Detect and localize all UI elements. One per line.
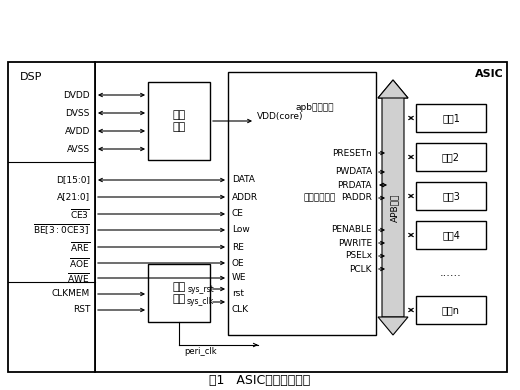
Text: ADDR: ADDR bbox=[232, 193, 258, 202]
Text: PWRITE: PWRITE bbox=[338, 239, 372, 248]
Text: CLK: CLK bbox=[232, 305, 249, 314]
FancyArrow shape bbox=[378, 317, 408, 335]
Text: $\overline{\mathrm{AWE}}$: $\overline{\mathrm{AWE}}$ bbox=[67, 271, 90, 285]
Bar bbox=[148, 264, 210, 322]
Text: WE: WE bbox=[232, 273, 246, 282]
Text: OE: OE bbox=[232, 259, 244, 268]
Bar bbox=[95, 62, 507, 372]
Text: A[21:0]: A[21:0] bbox=[57, 193, 90, 202]
FancyArrow shape bbox=[378, 80, 408, 98]
Bar bbox=[416, 104, 486, 132]
Text: $\overline{\mathrm{CE3}}$: $\overline{\mathrm{CE3}}$ bbox=[70, 207, 90, 221]
Text: DSP: DSP bbox=[20, 72, 42, 82]
Text: PCLK: PCLK bbox=[349, 264, 372, 273]
Text: 外诫n: 外诫n bbox=[442, 305, 460, 315]
Text: apb标准接口: apb标准接口 bbox=[295, 103, 333, 112]
Bar bbox=[228, 72, 376, 335]
Text: 图1   ASIC设计原理框图: 图1 ASIC设计原理框图 bbox=[210, 374, 310, 386]
Text: DVSS: DVSS bbox=[66, 108, 90, 117]
Bar bbox=[416, 143, 486, 171]
FancyArrow shape bbox=[378, 80, 408, 317]
Text: RE: RE bbox=[232, 243, 244, 252]
Text: $\overline{\mathrm{BE[3:0CE3]}}$: $\overline{\mathrm{BE[3:0CE3]}}$ bbox=[33, 223, 90, 238]
Text: sys_clk: sys_clk bbox=[187, 298, 214, 307]
Text: APB总线: APB总线 bbox=[391, 194, 399, 222]
Text: 转接桥控制器: 转接桥控制器 bbox=[304, 194, 336, 203]
Bar bbox=[148, 82, 210, 160]
Text: sys_rst: sys_rst bbox=[187, 284, 214, 294]
Text: CE: CE bbox=[232, 209, 244, 218]
Text: ......: ...... bbox=[440, 268, 462, 278]
Text: $\overline{\mathrm{AOE}}$: $\overline{\mathrm{AOE}}$ bbox=[69, 256, 90, 270]
Text: 供电
模块: 供电 模块 bbox=[172, 110, 186, 132]
Text: 外设4: 外设4 bbox=[442, 230, 460, 240]
Text: 外设1: 外设1 bbox=[442, 113, 460, 123]
Text: AVSS: AVSS bbox=[67, 145, 90, 154]
Bar bbox=[416, 296, 486, 324]
Text: ASIC: ASIC bbox=[475, 69, 503, 79]
Text: rst: rst bbox=[232, 289, 244, 298]
Text: 时钟
复位: 时钟 复位 bbox=[172, 282, 186, 304]
Text: 外设2: 外设2 bbox=[442, 152, 460, 162]
Text: PADDR: PADDR bbox=[341, 193, 372, 202]
Text: Low: Low bbox=[232, 225, 250, 234]
Text: peri_clk: peri_clk bbox=[184, 347, 217, 356]
Text: PENABLE: PENABLE bbox=[331, 225, 372, 234]
Bar bbox=[416, 221, 486, 249]
Text: PWDATA: PWDATA bbox=[335, 167, 372, 177]
Text: PSELx: PSELx bbox=[345, 252, 372, 261]
Text: DVDD: DVDD bbox=[63, 90, 90, 99]
Text: PRDATA: PRDATA bbox=[337, 181, 372, 190]
Bar bbox=[416, 182, 486, 210]
Text: DATA: DATA bbox=[232, 176, 255, 184]
Text: $\overline{\mathrm{ARE}}$: $\overline{\mathrm{ARE}}$ bbox=[70, 240, 90, 254]
Text: 外设3: 外设3 bbox=[442, 191, 460, 201]
Text: CLKMEM: CLKMEM bbox=[52, 289, 90, 298]
Text: PRESETn: PRESETn bbox=[332, 149, 372, 158]
Text: RST: RST bbox=[73, 305, 90, 314]
Text: VDD(core): VDD(core) bbox=[257, 112, 304, 122]
Text: D[15:0]: D[15:0] bbox=[56, 176, 90, 184]
Bar bbox=[8, 62, 95, 372]
Text: AVDD: AVDD bbox=[64, 126, 90, 135]
